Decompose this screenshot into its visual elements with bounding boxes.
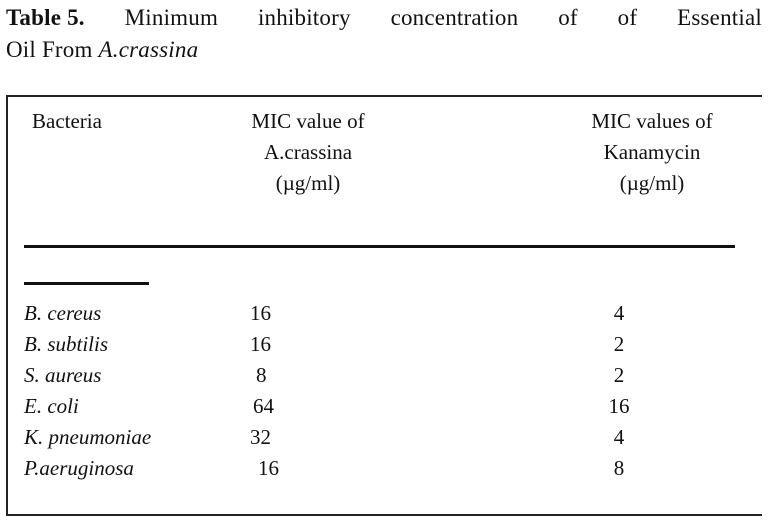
table-left-border [6,95,8,516]
mic-a-value: 16 [250,332,271,356]
table-row: B. cereus 16 4 [0,297,768,329]
caption-word: Minimum [124,5,219,30]
header-bacteria: Bacteria [32,109,102,133]
caption-word: Essential [677,5,762,30]
header-line: A.crassina [263,140,353,164]
table-top-border [6,95,762,97]
caption-line-1: Table 5. Minimum inhibitory concentratio… [6,2,762,34]
mic-a-value: 16 [250,301,271,325]
header-rule [24,245,735,248]
bacteria-name: B. cereus [24,301,102,325]
bacteria-name: K. pneumoniae [24,425,152,449]
caption-label: Table 5. [6,5,85,30]
table-row: E. coli 64 16 [0,390,768,422]
mic-k-value: 2 [613,363,625,387]
bacteria-name: B. subtilis [24,332,109,356]
bacteria-name: S. aureus [24,363,102,387]
caption-word: inhibitory [257,5,351,30]
mic-k-value: 16 [608,394,630,418]
mic-k-value: 4 [613,425,625,449]
table-row: S. aureus 8 2 [0,359,768,391]
table-row: P.aeruginosa 16 8 [0,452,768,484]
mic-k-value: 4 [613,301,625,325]
header-line: (µg/ml) [275,171,341,195]
caption-species: A.crassina [98,37,199,62]
mic-k-value: 8 [613,456,625,480]
header-line: MIC values of [591,109,713,133]
caption-line-2: Oil From A.crassina [6,34,762,66]
bacteria-name: E. coli [24,394,79,418]
caption-word: of [558,5,578,30]
short-rule [24,282,149,285]
mic-k-value: 2 [613,332,625,356]
header-line: (µg/ml) [619,171,685,195]
table-row: B. subtilis 16 2 [0,328,768,360]
table-caption: Table 5. Minimum inhibitory concentratio… [6,2,762,66]
mic-a-value: 32 [250,425,271,449]
mic-a-value: 64 [253,394,274,418]
bacteria-name: P.aeruginosa [24,456,134,480]
caption-word: of [617,5,638,30]
header-mic-kanamycin: MIC values of Kanamycin (µg/ml) [562,106,742,199]
mic-a-value: 16 [258,456,279,480]
table-row: K. pneumoniae 32 4 [0,421,768,453]
mic-a-value: 8 [256,363,267,387]
caption-word: concentration [390,5,519,30]
caption-text: Oil From [6,37,99,62]
header-line: MIC value of [251,109,365,133]
table-bottom-border [6,514,762,516]
header-mic-a-crassina: MIC value of A.crassina (µg/ml) [228,106,388,199]
header-line: Kanamycin [603,140,701,164]
